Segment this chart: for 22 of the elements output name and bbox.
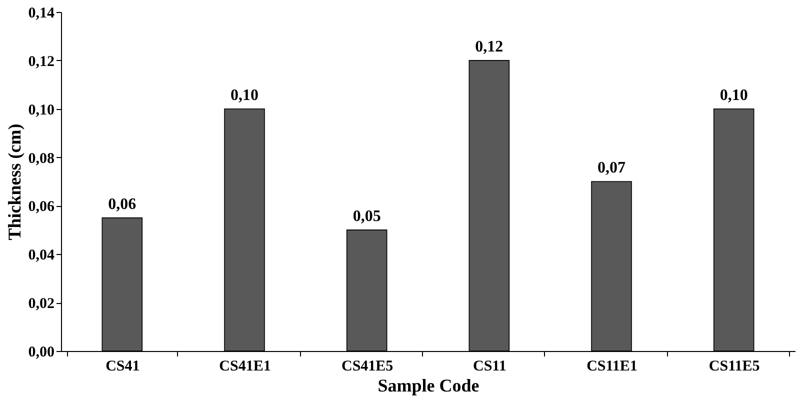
y-axis-title: Thickness (cm) [4,124,24,240]
x-tick-label: CS41 [106,358,140,374]
data-label: 0,06 [108,196,136,213]
data-label: 0,10 [720,86,748,104]
y-tick-label: 0,12 [28,54,54,70]
y-tick-label: 0,14 [28,6,55,22]
x-axis-title: Sample Code [378,376,480,396]
y-tick-label: 0,06 [28,199,55,216]
x-tick-label: CS11 [472,358,506,374]
y-tick-label: 0,02 [28,296,54,312]
y-tick-label: 0,04 [28,248,55,264]
x-tick-label: CS11E1 [586,358,638,374]
data-label: 0,05 [352,208,381,225]
data-label: 0,12 [475,38,504,56]
x-tick-label: CS11E5 [708,358,760,374]
y-tick-label: 0,08 [28,150,54,167]
x-tick-label: CS41E1 [219,358,271,374]
y-tick-label: 0,00 [28,344,54,360]
data-label: 0,07 [598,160,626,176]
x-tick-label: CS41E5 [341,358,394,374]
data-label: 0,10 [230,86,258,104]
y-tick-label: 0,10 [28,102,54,118]
